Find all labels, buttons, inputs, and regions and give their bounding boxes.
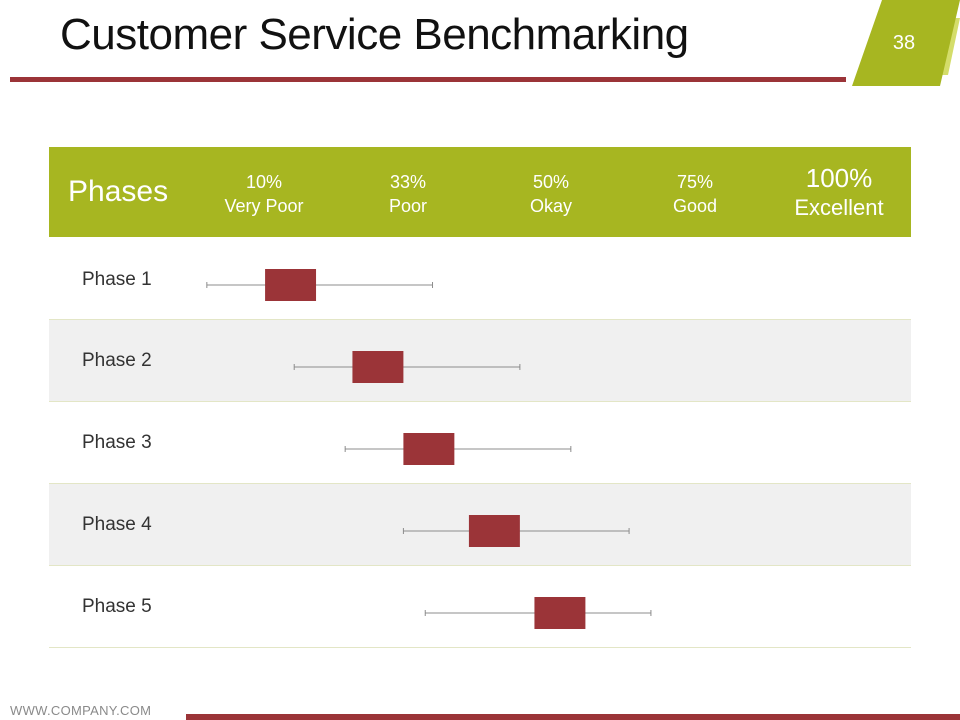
phase-label: Phase 3	[82, 432, 152, 453]
scale-percent: 10%	[245, 172, 283, 192]
phase-label: Phase 5	[82, 596, 152, 617]
scale-text: Good	[672, 196, 718, 216]
scale-label-excellent: 100% Excellent	[769, 163, 909, 223]
phases-header: Phases	[68, 175, 169, 208]
phase-label: Phase 4	[82, 514, 152, 535]
page-badge-front	[852, 0, 960, 86]
row-divider	[49, 319, 911, 320]
scale-percent: 33%	[389, 172, 427, 192]
scale-percent: 50%	[532, 172, 570, 192]
slide-title: Customer Service Benchmarking	[60, 10, 689, 59]
benchmark-box	[468, 515, 520, 547]
scale-percent: 75%	[676, 172, 714, 192]
title-underline	[10, 77, 846, 82]
phase-label: Phase 1	[82, 269, 152, 290]
scale-label-poor: 33% Poor	[338, 170, 478, 218]
page-number-badge	[848, 0, 960, 90]
footer-url: WWW.COMPANY.COM	[10, 703, 152, 718]
benchmark-box	[534, 597, 586, 629]
scale-percent: 100%	[805, 163, 873, 193]
page-badge-shape	[852, 0, 960, 86]
benchmark-box	[403, 433, 455, 465]
phase-label: Phase 2	[82, 350, 152, 371]
page-number: 38	[892, 32, 916, 54]
scale-text: Excellent	[794, 195, 884, 220]
scale-text: Poor	[388, 196, 428, 216]
row-divider	[49, 565, 911, 566]
scale-label-okay: 50% Okay	[481, 170, 621, 218]
row-background-phase-2	[49, 320, 911, 402]
row-divider	[49, 483, 911, 484]
scale-label-very-poor: 10% Very Poor	[194, 170, 334, 218]
scale-label-good: 75% Good	[625, 170, 765, 218]
benchmark-box	[352, 351, 404, 383]
benchmark-box	[265, 269, 317, 301]
row-divider	[49, 401, 911, 402]
scale-text: Very Poor	[224, 196, 304, 216]
row-divider	[49, 647, 911, 648]
footer-rule	[186, 714, 960, 720]
scale-text: Okay	[529, 196, 572, 216]
header-band	[49, 147, 911, 237]
